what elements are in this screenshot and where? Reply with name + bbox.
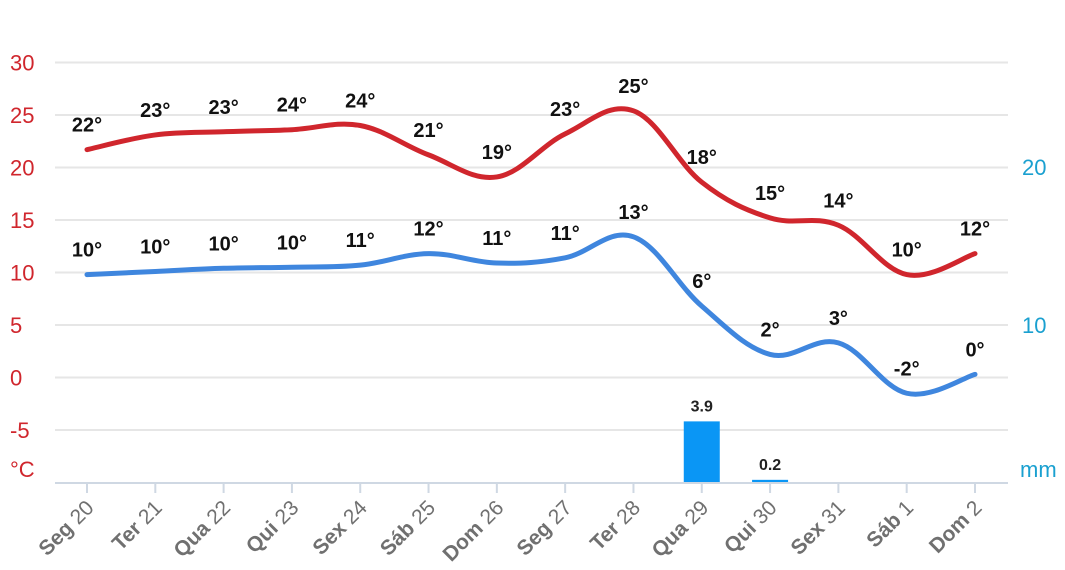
y-axis-left-unit: °C	[10, 457, 35, 482]
temperature-data-label: 10°	[277, 232, 307, 254]
precipitation-label: 3.9	[691, 398, 713, 415]
temperature-data-label: 10°	[892, 240, 922, 262]
y-left-tick-label: 10	[10, 261, 34, 286]
y-left-tick-label: 5	[10, 313, 22, 338]
y-left-tick-label: 0	[10, 366, 22, 391]
temperature-data-label: 14°	[823, 190, 853, 212]
min-temperature-line	[84, 232, 978, 397]
y-left-tick-label: 20	[10, 156, 34, 181]
x-tick-label: Qua 29	[648, 496, 714, 562]
x-tick-label: Dom 26	[438, 496, 508, 566]
temperature-data-label: 11°	[346, 230, 375, 252]
precipitation-bars: 3.9 0.2	[683, 398, 789, 483]
temperature-data-label: 25°	[618, 76, 648, 98]
grid-lines	[55, 61, 1008, 431]
x-tick-label: Sex 24	[308, 496, 372, 560]
x-tick-label: Dom 2	[925, 496, 987, 558]
y-left-tick-label: 25	[10, 103, 34, 128]
y-right-tick-label: 10	[1022, 313, 1046, 338]
x-tick-label: Ter 21	[108, 496, 167, 555]
precipitation-bar	[752, 479, 789, 483]
temperature-data-label: 6°	[692, 271, 711, 293]
y-right-tick-label: 20	[1022, 155, 1046, 180]
temperature-data-label: 23°	[208, 97, 238, 119]
temperature-data-label: 12°	[960, 219, 990, 241]
temperature-data-label: 21°	[413, 120, 443, 142]
y-left-tick-label: 30	[10, 51, 34, 76]
temperature-data-label: -2°	[894, 358, 920, 380]
temperature-data-label: 2°	[761, 319, 780, 341]
temperature-data-label: 10°	[208, 233, 238, 255]
y-axis-right-unit: mm	[1020, 457, 1057, 482]
temperature-data-label: 23°	[550, 99, 580, 121]
temperature-data-label: 11°	[551, 223, 580, 245]
temperature-data-label: 23°	[140, 100, 170, 122]
x-tick-label: Qui 23	[242, 496, 304, 558]
x-tick-label: Sáb 1	[862, 496, 918, 552]
precipitation-label: 0.2	[759, 457, 781, 474]
temperature-data-label: 15°	[755, 183, 785, 205]
x-tick-label: Ter 28	[586, 496, 645, 555]
temperature-data-label: 12°	[413, 219, 443, 241]
temperature-lines: 22° 23° 23° 24° 24° 21° 19° 23° 25° 18° 15° 14° 10° 1…	[72, 76, 990, 397]
temperature-data-label: 13°	[618, 202, 648, 224]
temperature-data-label: 22°	[72, 115, 102, 137]
temperature-data-label: 10°	[72, 240, 102, 262]
temperature-data-label: 18°	[687, 147, 717, 169]
max-temperature-line	[84, 106, 978, 278]
y-left-tick-label: 15	[10, 208, 34, 233]
y-left-tick-label: -5	[10, 418, 30, 443]
x-tick-label: Qui 30	[720, 496, 782, 558]
temperature-data-label: 19°	[482, 142, 512, 164]
x-tick-label: Sex 31	[787, 496, 850, 559]
temperature-data-label: 0°	[965, 339, 984, 361]
temperature-data-label: 10°	[140, 236, 170, 258]
x-tick-label: Seg 20	[34, 496, 98, 560]
temperature-data-label: 3°	[829, 308, 848, 330]
x-tick-label: Seg 27	[513, 496, 577, 560]
x-tick-label: Sáb 25	[376, 496, 440, 560]
precipitation-bar	[683, 421, 720, 483]
y-axis-left: 30 25 20 15 10 5 0 -5	[10, 51, 34, 444]
temperature-data-label: 24°	[345, 91, 375, 113]
temperature-data-label: 11°	[482, 228, 511, 250]
temperature-data-label: 24°	[277, 95, 307, 117]
x-tick-label: Qua 22	[169, 496, 235, 562]
